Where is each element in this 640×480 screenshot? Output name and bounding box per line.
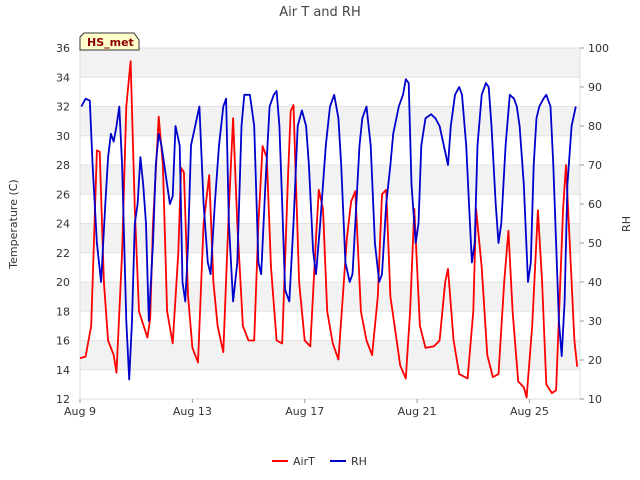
- y-left-tick-label: 28: [56, 159, 70, 172]
- y-left-tick-label: 20: [56, 276, 70, 289]
- chart-title: Air T and RH: [279, 5, 360, 20]
- y-right-tick-label: 70: [588, 159, 602, 172]
- series-layer: [79, 60, 579, 399]
- y-right-tick-label: 80: [588, 120, 602, 133]
- y-left-tick-label: 30: [56, 130, 70, 143]
- grid-band: [80, 252, 580, 282]
- x-axis: Aug 9 Aug 13 Aug 17 Aug 21 Aug 25: [64, 399, 549, 418]
- y-left-tick-label: 12: [56, 393, 70, 406]
- legend-label-airt: AirT: [293, 455, 315, 468]
- grid-band: [80, 369, 580, 399]
- y-right-tick-label: 60: [588, 198, 602, 211]
- y-left-tick-label: 14: [56, 364, 70, 377]
- grid-band: [80, 223, 580, 253]
- legend-label-rh: RH: [351, 455, 367, 468]
- y-right-tick-label: 10: [588, 393, 602, 406]
- x-tick-label: Aug 13: [173, 405, 212, 418]
- y-axis-left: 12 14 16 18 20 22 24 26 28 30 32 34 36: [56, 42, 70, 406]
- y-left-tick-label: 34: [56, 71, 70, 84]
- grid-band: [80, 77, 580, 107]
- y-axis-right: 10 20 30 40 50 60 70 80 90 100: [580, 42, 609, 406]
- y-axis-right-title: RH: [620, 216, 633, 232]
- y-left-tick-label: 18: [56, 305, 70, 318]
- x-tick-label: Aug 17: [285, 405, 324, 418]
- y-left-tick-label: 16: [56, 335, 70, 348]
- series-line-rh: [80, 78, 577, 381]
- y-left-tick-label: 36: [56, 42, 70, 55]
- y-right-tick-label: 50: [588, 237, 602, 250]
- site-badge-label: HS_met: [87, 36, 134, 49]
- x-tick-label: Aug 21: [398, 405, 437, 418]
- grid-band: [80, 282, 580, 312]
- y-right-tick-label: 20: [588, 354, 602, 367]
- y-left-tick-label: 26: [56, 188, 70, 201]
- y-right-tick-label: 90: [588, 81, 602, 94]
- y-right-tick-label: 100: [588, 42, 609, 55]
- y-left-tick-label: 24: [56, 218, 70, 231]
- y-axis-left-title: Temperature (C): [7, 179, 20, 269]
- y-left-tick-label: 32: [56, 101, 70, 114]
- grid-band: [80, 340, 580, 370]
- site-badge: HS_met: [79, 32, 140, 51]
- plot-frame: [79, 47, 581, 400]
- grid-band: [80, 48, 580, 78]
- legend: AirT RH: [272, 455, 367, 468]
- y-right-tick-label: 30: [588, 315, 602, 328]
- x-tick-label: Aug 9: [64, 405, 96, 418]
- x-tick-label: Aug 25: [510, 405, 549, 418]
- y-left-tick-label: 22: [56, 247, 70, 260]
- y-right-tick-label: 40: [588, 276, 602, 289]
- site-badge-shape: [79, 32, 140, 51]
